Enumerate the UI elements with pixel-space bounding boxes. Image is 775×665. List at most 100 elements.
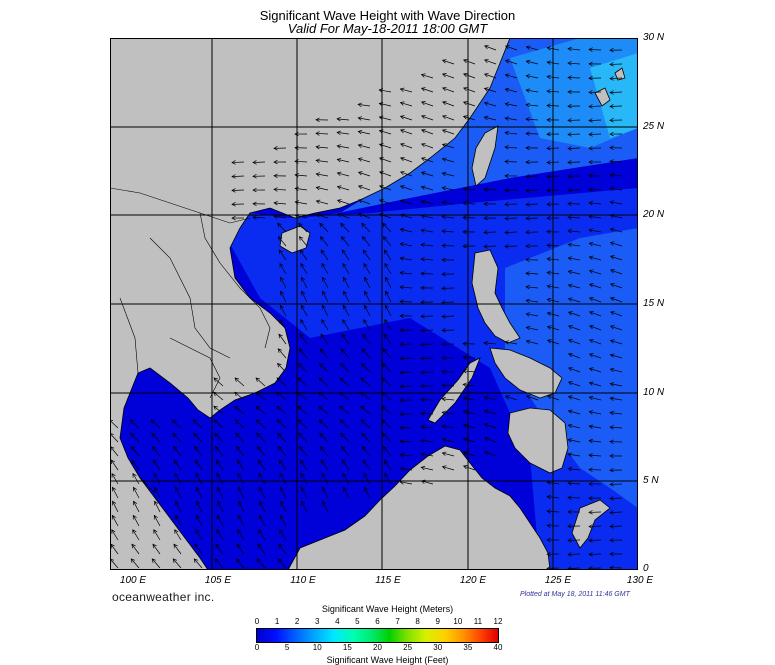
wave-arrow-head (420, 101, 426, 106)
wave-arrow-head (378, 157, 384, 162)
wave-arrow-head (609, 145, 614, 151)
wave-arrow-head (399, 101, 405, 106)
wave-arrow (421, 200, 434, 205)
wave-arrow (339, 419, 350, 429)
wave-arrow-head (195, 529, 200, 534)
wave-arrow-head (132, 472, 137, 478)
wave-arrow-head (378, 115, 384, 120)
wave-arrow-head (463, 86, 468, 92)
legend-meters-tick: 4 (335, 617, 340, 626)
wave-arrow-head (399, 313, 404, 319)
wave-arrow (133, 501, 140, 513)
wave-arrow-head (339, 391, 344, 397)
wave-arrow (379, 89, 392, 93)
wave-arrow (361, 433, 371, 443)
wave-arrow-head (588, 538, 593, 543)
wave-arrow (337, 172, 350, 177)
wave-arrow (400, 481, 413, 485)
wave-arrow (463, 411, 476, 415)
wave-arrow-head (399, 425, 404, 431)
wave-arrow (589, 256, 602, 261)
wave-arrow-head (567, 552, 572, 557)
wave-arrow-head (215, 543, 220, 549)
wave-arrow (321, 319, 329, 331)
wave-arrow-head (214, 432, 219, 438)
wave-arrow (111, 473, 119, 485)
wave-arrow-head (234, 391, 239, 397)
wave-arrow-head (484, 450, 489, 456)
border-vietnam-laos (199, 212, 271, 349)
wave-arrow (484, 45, 497, 51)
wave-arrow-head (546, 131, 551, 137)
wave-arrow (568, 367, 581, 373)
wave-arrow-head (173, 459, 178, 465)
wave-arrow (341, 334, 350, 345)
wave-arrow-head (483, 201, 488, 207)
wave-arrow (463, 424, 476, 429)
wave-arrow-head (399, 299, 404, 304)
wave-arrow (364, 487, 371, 499)
wave-arrow-head (609, 382, 615, 387)
wave-arrow-head (567, 269, 573, 275)
wave-arrow (339, 391, 350, 401)
wave-arrow-head (358, 212, 363, 218)
wave-arrow-head (441, 229, 446, 234)
wave-arrow-head (279, 304, 284, 310)
wave-arrow (504, 217, 518, 219)
wave-arrow (299, 249, 308, 261)
wave-arrow-head (483, 437, 489, 442)
wave-arrow-head (321, 304, 326, 310)
wave-arrow (278, 459, 287, 471)
wave-arrow (610, 174, 623, 177)
wave-arrow-head (588, 438, 593, 444)
wave-arrow-head (504, 159, 509, 164)
wave-arrow-head (589, 324, 594, 330)
wave-arrow-head (383, 333, 388, 339)
wave-arrow-head (483, 187, 488, 192)
wave-arrow-head (420, 411, 425, 416)
wave-arrow (381, 419, 392, 429)
wave-arrow (196, 487, 203, 499)
wave-arrow-head (441, 451, 447, 456)
wave-arrow (526, 327, 539, 331)
wave-arrow-head (525, 216, 530, 221)
wave-arrow (484, 410, 497, 415)
wave-arrow-head (588, 241, 594, 247)
wave-arrow-head (546, 284, 552, 289)
wave-arrow (526, 118, 539, 121)
wave-arrow-head (420, 257, 425, 262)
wave-arrow-head (420, 185, 426, 190)
wave-arrow-head (320, 459, 325, 465)
wave-arrow (299, 236, 308, 247)
wave-arrow-head (279, 514, 284, 520)
wave-arrow-head (588, 495, 593, 501)
wave-arrow-head (609, 172, 614, 178)
legend-meters-tick: 8 (415, 617, 420, 626)
wave-arrow (130, 558, 140, 569)
wave-arrow-head (252, 187, 257, 193)
border-myanmar-thailand (119, 297, 139, 374)
wave-arrow (110, 558, 119, 569)
valid-time-subtitle: Valid For May-18-2011 18:00 GMT (287, 21, 488, 36)
wave-arrow-head (173, 446, 178, 451)
wave-arrow-head (442, 86, 447, 92)
wave-arrow-head (441, 214, 446, 220)
wave-arrow (589, 243, 602, 247)
wave-arrow (383, 236, 392, 247)
wave-arrow (339, 377, 350, 387)
wave-arrow-head (483, 395, 489, 400)
wave-arrow (463, 356, 476, 359)
wave-arrow-head (256, 558, 262, 563)
wave-arrow-head (237, 529, 242, 534)
wave-arrow (337, 159, 350, 163)
wave-arrow (358, 199, 371, 205)
wave-arrow-head (588, 132, 593, 137)
wave-arrow-head (336, 199, 342, 204)
wave-arrow-head (174, 529, 179, 534)
wave-arrow-head (256, 432, 261, 438)
wave-arrow-head (362, 459, 367, 465)
wave-arrow-head (567, 538, 572, 543)
wave-arrow-head (235, 432, 240, 438)
wave-arrow-head (399, 129, 405, 134)
wave-arrow-head (442, 114, 447, 120)
